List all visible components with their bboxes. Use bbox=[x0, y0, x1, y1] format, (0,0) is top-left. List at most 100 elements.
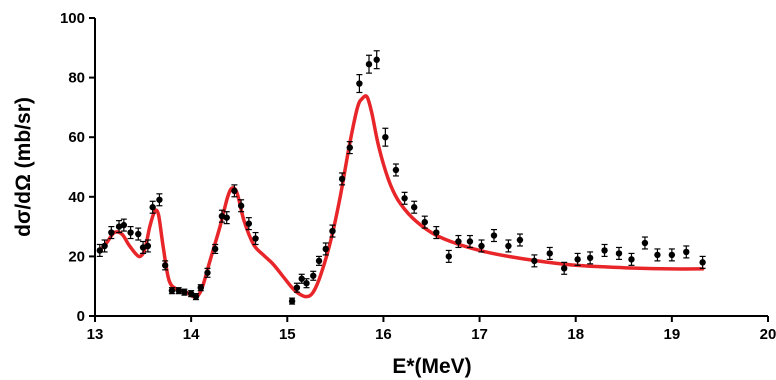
data-marker bbox=[478, 242, 485, 250]
data-point bbox=[392, 163, 400, 177]
data-marker bbox=[135, 230, 142, 238]
data-marker bbox=[204, 269, 211, 276]
data-marker bbox=[373, 56, 380, 63]
data-marker bbox=[156, 196, 163, 203]
data-point bbox=[223, 211, 230, 225]
data-marker bbox=[192, 293, 200, 300]
data-point bbox=[455, 234, 462, 249]
data-point bbox=[149, 200, 156, 214]
data-point bbox=[329, 224, 336, 238]
data-marker bbox=[120, 221, 128, 229]
data-point bbox=[96, 243, 104, 257]
data-marker bbox=[615, 250, 623, 257]
data-point bbox=[139, 240, 147, 255]
data-point bbox=[373, 50, 380, 70]
data-points-layer bbox=[96, 50, 706, 305]
data-marker bbox=[455, 238, 462, 245]
data-marker bbox=[231, 187, 238, 195]
data-marker bbox=[445, 253, 453, 260]
data-marker bbox=[668, 251, 676, 259]
data-point bbox=[382, 127, 389, 147]
x-tick-label: 18 bbox=[567, 326, 584, 343]
data-marker bbox=[641, 239, 649, 247]
data-point bbox=[127, 226, 134, 240]
data-point bbox=[699, 255, 706, 269]
data-marker bbox=[144, 242, 152, 250]
x-tick-label: 13 bbox=[87, 326, 104, 343]
data-point bbox=[505, 239, 512, 253]
data-marker bbox=[546, 250, 553, 257]
data-marker bbox=[505, 242, 512, 250]
data-point bbox=[668, 248, 676, 262]
y-tick-label: 60 bbox=[68, 129, 85, 146]
data-point bbox=[628, 252, 635, 266]
data-marker bbox=[466, 238, 474, 245]
data-point bbox=[338, 172, 346, 186]
data-point bbox=[365, 54, 373, 74]
data-point bbox=[175, 287, 182, 295]
data-marker bbox=[421, 218, 428, 226]
data-marker bbox=[127, 229, 134, 236]
data-point bbox=[516, 233, 524, 247]
data-marker bbox=[654, 251, 661, 259]
data-point bbox=[478, 239, 485, 253]
data-marker bbox=[96, 247, 104, 254]
data-marker bbox=[168, 287, 176, 294]
data-point bbox=[683, 245, 690, 259]
data-point bbox=[410, 200, 418, 214]
data-point bbox=[197, 284, 204, 292]
data-point bbox=[218, 209, 226, 223]
data-point bbox=[204, 267, 211, 278]
data-point bbox=[231, 184, 238, 198]
data-marker bbox=[516, 236, 524, 244]
data-marker bbox=[293, 284, 301, 291]
x-tick-label: 16 bbox=[375, 326, 392, 343]
data-marker bbox=[574, 256, 581, 263]
data-point bbox=[135, 227, 142, 241]
data-point bbox=[237, 199, 245, 213]
data-marker bbox=[181, 288, 188, 296]
data-point bbox=[168, 287, 176, 295]
fit-curve-layer bbox=[98, 94, 705, 299]
data-marker bbox=[288, 297, 296, 305]
data-marker bbox=[356, 80, 363, 87]
data-marker bbox=[490, 232, 498, 239]
data-marker bbox=[322, 245, 329, 253]
data-marker bbox=[149, 204, 156, 211]
data-point bbox=[546, 246, 553, 260]
axes bbox=[94, 18, 768, 317]
data-marker bbox=[601, 247, 608, 254]
data-marker bbox=[315, 257, 323, 265]
data-point bbox=[115, 220, 123, 234]
data-marker bbox=[161, 262, 169, 269]
data-point bbox=[401, 191, 408, 205]
data-marker bbox=[303, 280, 310, 287]
data-point bbox=[601, 243, 608, 257]
data-point bbox=[466, 234, 474, 249]
data-point bbox=[586, 251, 594, 265]
data-marker bbox=[310, 272, 317, 279]
data-point bbox=[108, 226, 115, 240]
y-tick-label: 0 bbox=[77, 308, 85, 325]
data-point bbox=[211, 243, 219, 255]
data-marker bbox=[237, 202, 245, 209]
data-point bbox=[303, 278, 310, 289]
data-marker bbox=[298, 275, 305, 282]
data-marker bbox=[101, 242, 108, 250]
data-point bbox=[252, 231, 259, 246]
data-point bbox=[433, 226, 440, 240]
data-point bbox=[346, 141, 353, 155]
data-marker bbox=[699, 259, 706, 266]
y-axis-label: dσ/dΩ (mb/sr) bbox=[12, 97, 35, 237]
y-tick-label: 80 bbox=[68, 70, 85, 87]
data-marker bbox=[187, 290, 195, 297]
data-point bbox=[615, 246, 623, 260]
x-axis-label: E*(MeV) bbox=[392, 355, 471, 378]
data-point bbox=[315, 255, 323, 266]
data-point bbox=[421, 215, 428, 229]
data-marker bbox=[683, 248, 690, 256]
y-tick-label: 20 bbox=[68, 248, 85, 265]
data-marker bbox=[382, 134, 389, 141]
data-point bbox=[156, 193, 163, 207]
